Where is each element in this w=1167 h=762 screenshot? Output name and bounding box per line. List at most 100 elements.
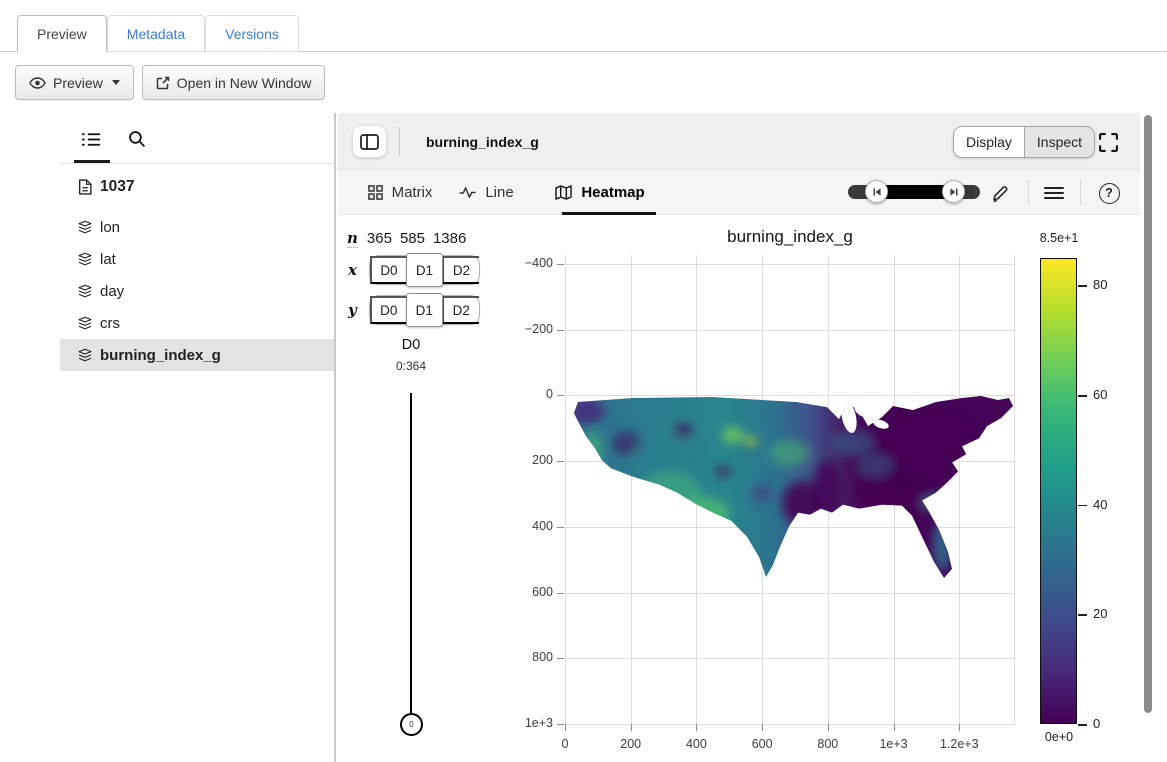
search-tab[interactable] (118, 126, 156, 152)
x-tick-mark (696, 724, 698, 731)
x-dimension-group: D0 D1 D2 (368, 253, 480, 287)
action-row: Preview Open in New Window (15, 65, 326, 100)
domain-min-handle[interactable] (865, 180, 888, 203)
vis-tab-matrix[interactable]: Matrix (352, 170, 448, 215)
explorer-root-item[interactable]: 1037 (60, 171, 334, 203)
colorbar-max-label: 8.5e+1 (1039, 231, 1079, 245)
y-dimension-group: D0 D1 D2 (368, 293, 480, 327)
y-tick-label: 400 (532, 518, 553, 533)
vis-body: n 365 585 1386 x D0 D1 D2 y D0 D1 D2 D0 0:364 … (338, 215, 1140, 762)
y-axis-label: y (348, 301, 357, 319)
x-tick-label: 600 (751, 737, 773, 751)
x-tick-label: 0 (561, 737, 569, 751)
hamburger-icon (1044, 186, 1064, 200)
active-explorer-tab-underline (74, 160, 110, 163)
y-gridline (565, 592, 1015, 594)
slice-slider-track[interactable] (410, 393, 412, 713)
open-new-window-label: Open in New Window (176, 74, 312, 91)
help-icon: ? (1098, 182, 1120, 204)
map-icon (555, 185, 573, 200)
vis-tab-label: Line (485, 184, 514, 201)
vis-tab-line[interactable]: Line (455, 170, 518, 215)
explorer-item-label: burning_index_g (100, 346, 221, 364)
x-gridline (565, 255, 566, 724)
document-icon (78, 179, 92, 195)
y-gridline (565, 723, 1015, 725)
vis-tab-label: Matrix (391, 184, 433, 201)
chart-title: burning_index_g (727, 227, 853, 246)
help-button[interactable]: ? (1095, 179, 1123, 207)
us-heatmap-map (574, 396, 1013, 578)
y-tick-label: 1e+3 (524, 715, 553, 730)
x-tick-label: 200 (620, 737, 642, 751)
file-tab-preview[interactable]: Preview (17, 15, 107, 52)
explorer-resize-handle[interactable] (334, 113, 336, 762)
y-gridline (565, 264, 1015, 265)
y-gridline (565, 658, 1015, 660)
y-tick-mark (557, 264, 564, 265)
vis-tab-heatmap[interactable]: Heatmap (540, 170, 660, 215)
x-tick-label: 1e+3 (879, 737, 908, 751)
display-mode-button[interactable]: Display (954, 127, 1025, 157)
explorer-item-label: lon (100, 218, 121, 236)
edit-domain-button[interactable] (986, 179, 1014, 207)
y-tick-mark (557, 461, 564, 463)
y-tick-label: 0 (546, 387, 553, 402)
header-divider (399, 127, 400, 156)
explorer-item-label: day (100, 282, 125, 300)
layers-icon (78, 284, 92, 298)
layers-icon (78, 316, 92, 330)
y-tick-label: −400 (524, 256, 553, 270)
explorer-item-label: lat (100, 250, 116, 268)
x-dim-button-d0[interactable]: D0 (369, 256, 407, 284)
domain-max-handle[interactable] (942, 180, 965, 203)
sidebar-toggle-button[interactable] (352, 125, 387, 158)
y-dim-button-d2[interactable]: D2 (441, 296, 479, 324)
more-options-button[interactable] (1040, 179, 1068, 207)
domain-range-slider[interactable] (848, 180, 980, 203)
y-gridline (565, 329, 1015, 331)
explorer-item-crs[interactable]: crs (60, 307, 334, 339)
y-tick-mark (557, 592, 564, 594)
layers-icon (78, 252, 92, 266)
grid-icon (367, 185, 383, 200)
fullscreen-icon (1098, 132, 1119, 153)
colorbar-tick-label: 0 (1093, 716, 1101, 731)
eye-icon (29, 76, 46, 89)
y-dim-button-d0[interactable]: D0 (369, 296, 407, 324)
fullscreen-button[interactable] (1096, 130, 1121, 155)
x-tick-label: 1.2e+3 (939, 737, 979, 751)
colorbar-tick-mark (1078, 724, 1087, 726)
colorbar-min-label: 0e+0 (1044, 730, 1074, 744)
x-dim-button-d2[interactable]: D2 (441, 256, 479, 284)
x-axis-label: x (348, 261, 357, 279)
file-tab-versions[interactable]: Versions (205, 15, 299, 52)
explorer-item-day[interactable]: day (60, 275, 334, 307)
y-gridline (565, 395, 1015, 397)
x-tick-mark (762, 724, 764, 731)
explorer-item-lon[interactable]: lon (60, 211, 334, 243)
y-dim-button-d1[interactable]: D1 (405, 293, 443, 327)
file-tab-metadata[interactable]: Metadata (106, 15, 206, 52)
x-tick-mark (565, 724, 566, 731)
vis-header: burning_index_g Display Inspect (338, 113, 1140, 170)
y-tick-mark (557, 329, 564, 331)
page-scrollbar-thumb[interactable] (1144, 115, 1152, 713)
explorer-item-label: crs (100, 314, 120, 332)
slice-dimension-label: D0 (401, 337, 421, 353)
tree-view-tab[interactable] (72, 126, 110, 152)
slice-slider-handle[interactable]: 0 (400, 713, 423, 736)
colorbar-tick-mark (1078, 285, 1087, 287)
chevron-down-icon (111, 80, 120, 85)
explorer-item-lat[interactable]: lat (60, 243, 334, 275)
y-tick-mark (557, 658, 564, 660)
open-new-window-button[interactable]: Open in New Window (141, 65, 326, 100)
preview-dropdown-button[interactable]: Preview (15, 65, 134, 100)
explorer-item-burning_index_g[interactable]: burning_index_g (60, 339, 334, 371)
n-label: n (347, 229, 358, 248)
dimensions-row: n 365 585 1386 (347, 229, 466, 248)
x-dim-button-d1[interactable]: D1 (405, 253, 443, 287)
inspect-mode-button[interactable]: Inspect (1024, 127, 1095, 157)
colorbar-tick-mark (1078, 395, 1087, 397)
